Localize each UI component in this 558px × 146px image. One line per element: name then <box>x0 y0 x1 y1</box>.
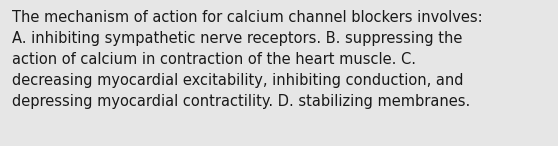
Text: The mechanism of action for calcium channel blockers involves:
A. inhibiting sym: The mechanism of action for calcium chan… <box>12 10 483 109</box>
